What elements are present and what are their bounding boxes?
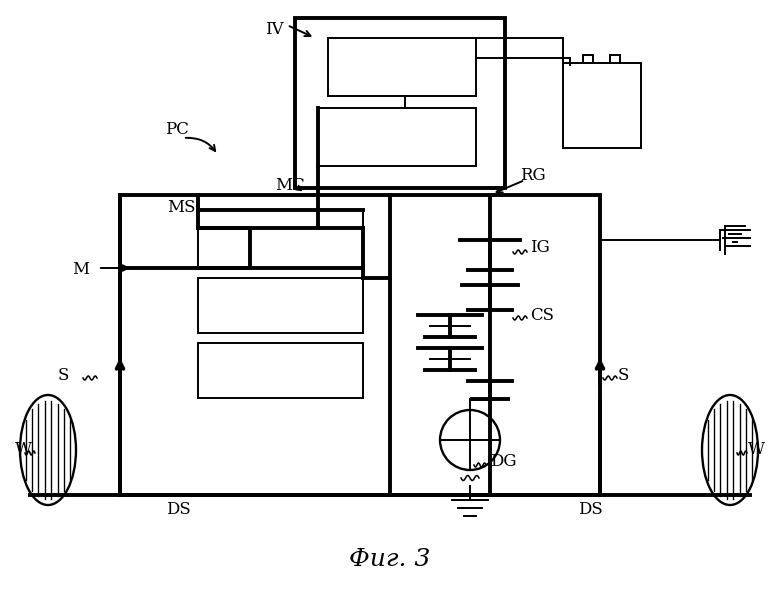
Bar	[295, 18, 505, 188]
Text: W: W	[748, 441, 765, 458]
Text: IG: IG	[530, 240, 550, 257]
Text: MS: MS	[167, 198, 196, 215]
Text: CS: CS	[530, 306, 554, 323]
Text: S: S	[58, 366, 69, 384]
Bar	[328, 38, 476, 96]
Text: RG: RG	[520, 166, 546, 183]
Bar	[198, 210, 363, 268]
Text: IV: IV	[265, 21, 284, 38]
Text: DG: DG	[490, 454, 516, 470]
Bar	[120, 195, 600, 495]
Bar	[563, 63, 641, 148]
Text: DS: DS	[578, 502, 602, 519]
Text: S: S	[618, 366, 629, 384]
Bar	[318, 108, 476, 166]
Bar	[198, 278, 363, 333]
Text: Фиг. 3: Фиг. 3	[349, 549, 431, 572]
Ellipse shape	[20, 395, 76, 505]
Bar	[198, 343, 363, 398]
Ellipse shape	[702, 395, 758, 505]
Text: M: M	[72, 261, 89, 278]
Text: MC: MC	[275, 176, 305, 194]
Text: W: W	[15, 441, 32, 458]
Text: DS: DS	[165, 502, 190, 519]
Text: PC: PC	[165, 122, 189, 139]
